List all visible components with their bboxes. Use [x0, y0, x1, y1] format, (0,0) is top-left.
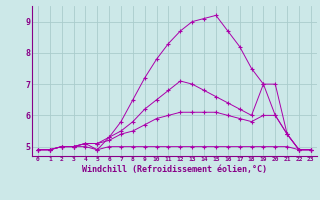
- X-axis label: Windchill (Refroidissement éolien,°C): Windchill (Refroidissement éolien,°C): [82, 165, 267, 174]
